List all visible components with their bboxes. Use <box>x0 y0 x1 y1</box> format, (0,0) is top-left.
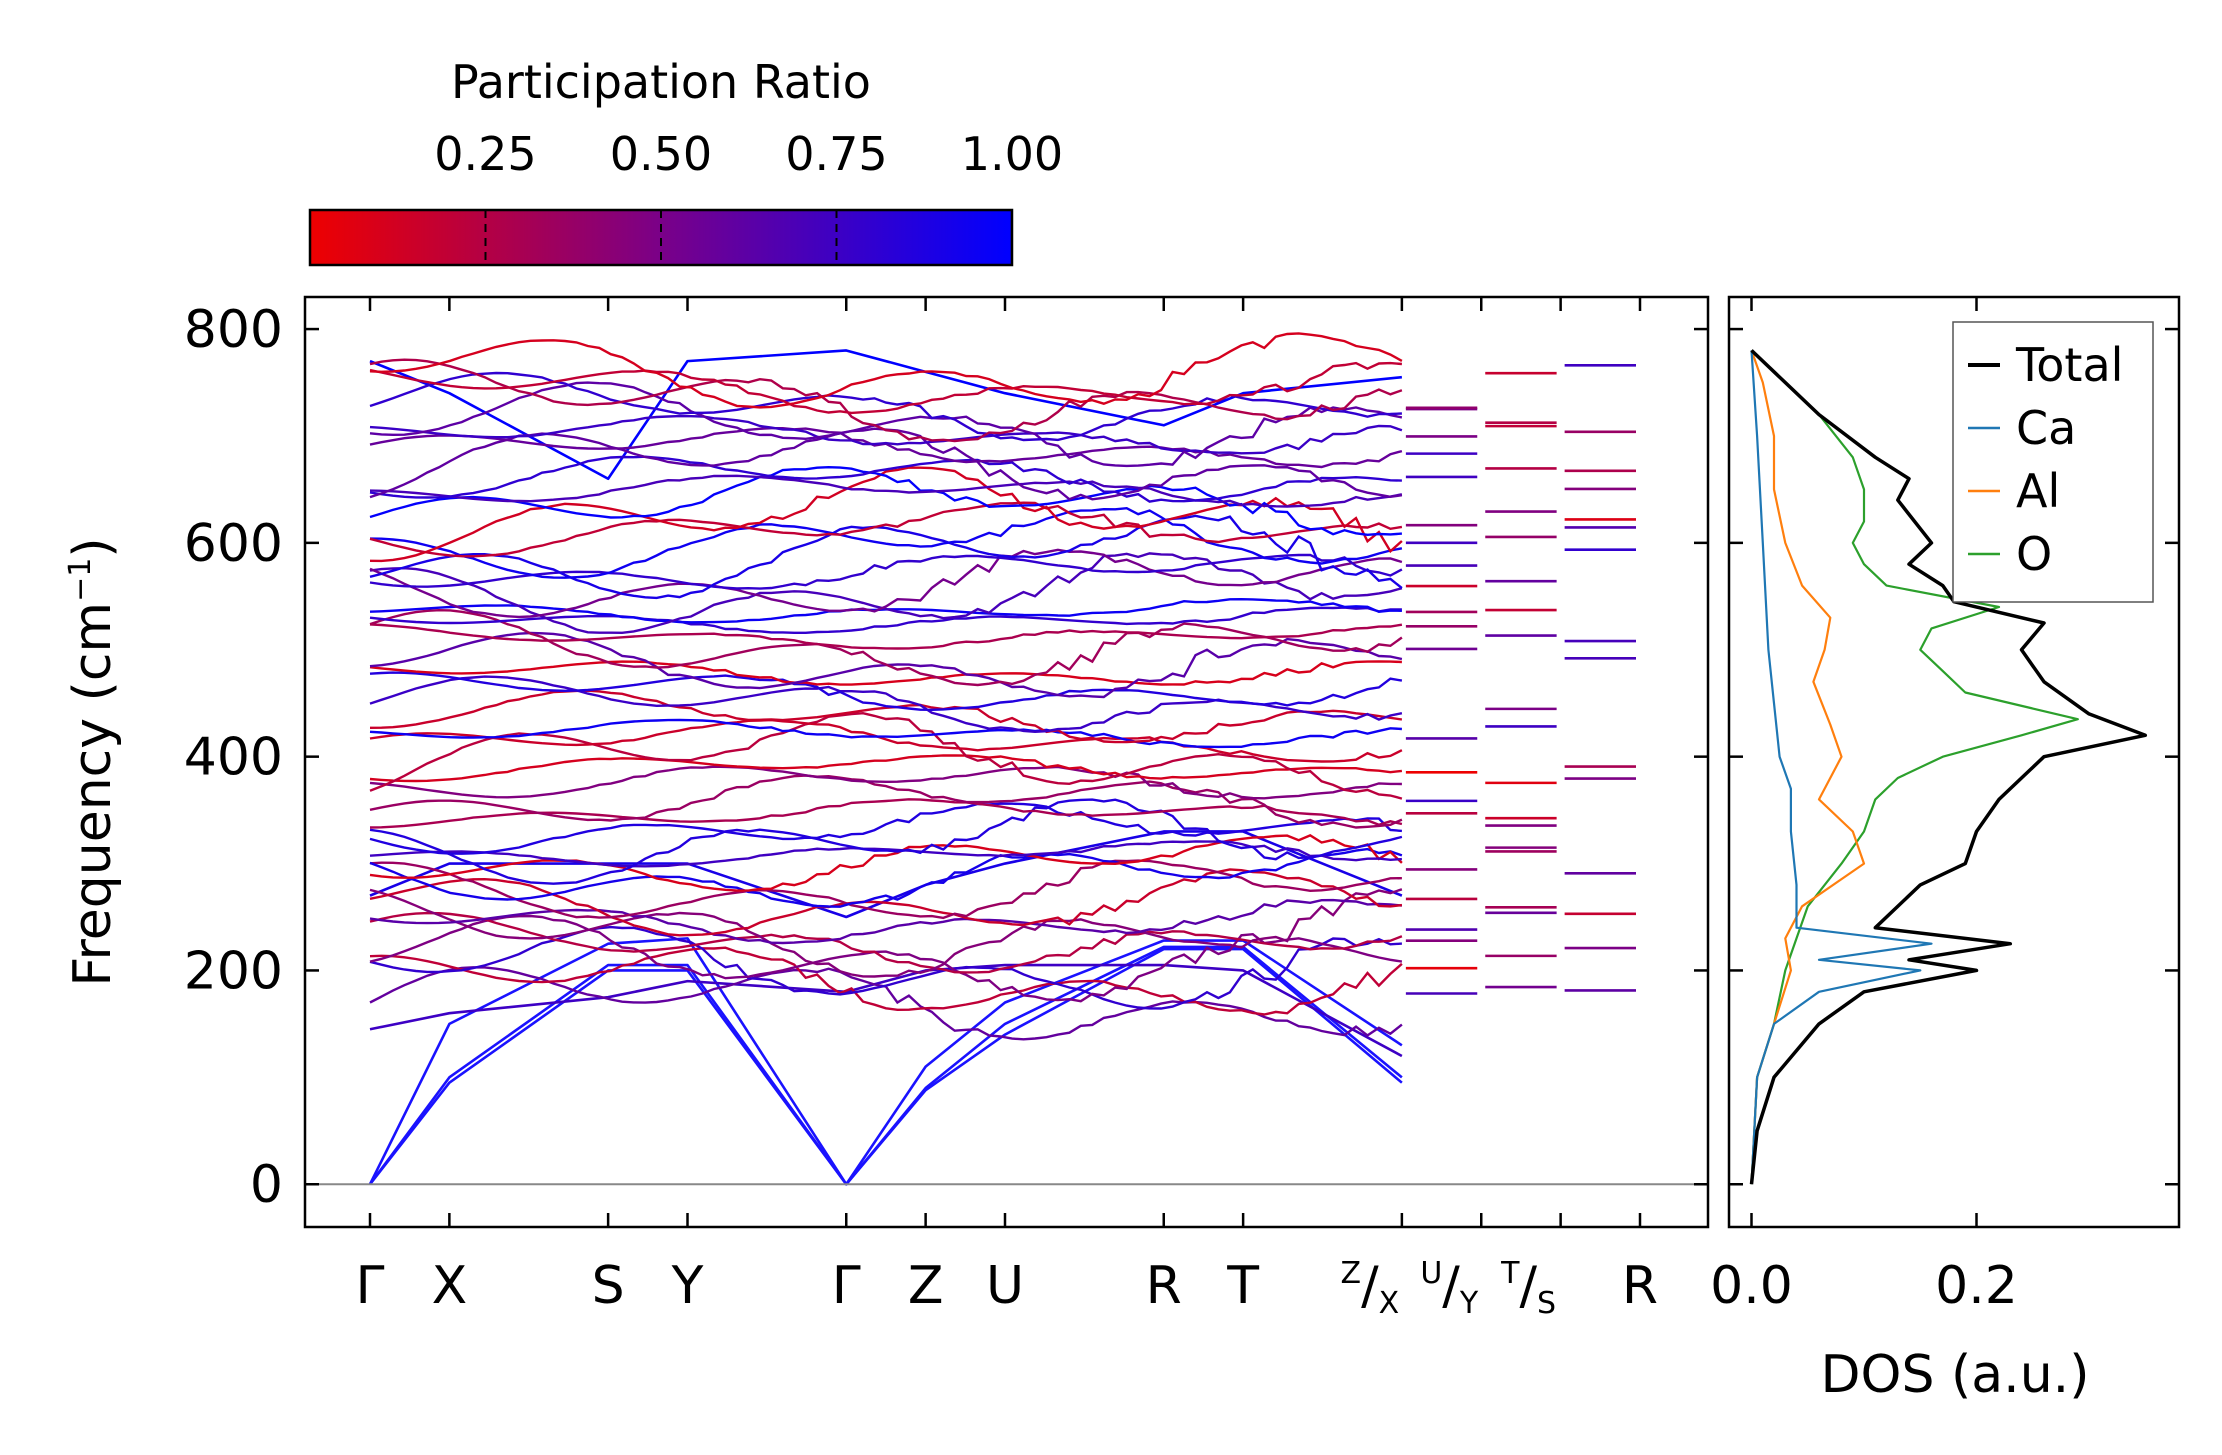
x-tick-label: Γ <box>832 1256 861 1316</box>
legend-frame <box>1952 321 2154 603</box>
optical-band <box>369 358 1403 443</box>
x-tick-label: T/S <box>1500 1256 1556 1321</box>
dos-series-total <box>1749 349 2148 1185</box>
legend-label: Ca <box>2016 401 2076 455</box>
band-opt-high <box>369 349 1403 481</box>
optical-band <box>369 552 1403 635</box>
dos-axes-ticks: 0.0 0.2 <box>1710 297 2179 1316</box>
optical-band <box>369 514 1403 600</box>
optical-band <box>369 914 1403 1003</box>
dos-x-axis-title: DOS (a.u.) <box>1821 1345 2090 1405</box>
optical-band <box>369 689 1403 744</box>
band-x-axis: Γ X S Y Γ Z U R T Z/XU/YT/S R <box>356 297 1658 1321</box>
band-y-axis: 0 200 400 600 800 <box>184 300 1708 1215</box>
optical-band <box>369 946 1403 1016</box>
legend-label: Total <box>2015 338 2123 392</box>
x-tick-label: X <box>432 1256 468 1316</box>
optical-band <box>369 798 1403 885</box>
optical-band <box>369 506 1403 579</box>
x-tick-label: Y <box>671 1256 704 1316</box>
optical-band <box>369 925 1402 1010</box>
x-tick-label: Z <box>908 1256 944 1316</box>
optical-band <box>369 898 1403 945</box>
optical-band <box>369 868 1403 937</box>
optical-band <box>369 501 1403 558</box>
x-tick-label: U <box>986 1256 1024 1316</box>
colorbar-tick-label: 0.50 <box>610 127 712 181</box>
colorbar-tick-label: 1.00 <box>961 127 1063 181</box>
optical-band <box>369 455 1402 503</box>
dos-plot-frame <box>1727 295 2181 1229</box>
y-tick-label: 400 <box>184 728 283 788</box>
dos-lines <box>1749 349 2148 1185</box>
x-tick-label: R <box>1622 1256 1658 1316</box>
optical-band <box>369 911 1403 974</box>
optical-band <box>369 332 1403 409</box>
x-tick-label: Z/X <box>1341 1256 1400 1321</box>
x-tick-label: T <box>1226 1256 1259 1316</box>
y-axis-title: Frequency (cm−1) <box>63 537 123 986</box>
colorbar-tick-label: 0.75 <box>785 127 887 181</box>
x-tick-label: S <box>592 1256 625 1316</box>
optical-band <box>369 414 1403 455</box>
optical-band <box>369 427 1403 501</box>
legend-label: O <box>2016 527 2052 581</box>
dos-series-ca <box>1750 350 1933 1185</box>
optical-band <box>369 774 1403 829</box>
band-acoustic-2 <box>368 945 1403 1186</box>
colorbar: Participation Ratio 0.25 0.50 0.75 1.00 <box>308 55 1063 267</box>
optical-band <box>369 548 1403 619</box>
optical-band <box>369 608 1403 687</box>
optical-band <box>369 671 1403 712</box>
band-opt-low <box>369 963 1403 1058</box>
optical-band <box>369 718 1403 763</box>
colorbar-tick-label: 0.25 <box>434 127 536 181</box>
optical-band <box>369 802 1402 855</box>
optical-band <box>369 765 1402 800</box>
optical-band <box>369 754 1403 783</box>
optical-band <box>369 711 1403 800</box>
optical-band <box>369 718 1402 749</box>
optical-band <box>369 888 1403 978</box>
y-tick-label: 600 <box>184 514 283 574</box>
optical-band <box>369 847 1403 908</box>
optical-band <box>369 623 1403 650</box>
optical-band <box>369 466 1403 563</box>
x-tick-label: U/Y <box>1420 1256 1479 1321</box>
optical-band <box>369 474 1403 508</box>
y-tick-label: 800 <box>184 300 283 360</box>
optical-band <box>369 660 1402 686</box>
colorbar-title: Participation Ratio <box>451 55 871 109</box>
x-tick-label: Γ <box>356 1256 385 1316</box>
colorbar-ticks: 0.25 0.50 0.75 1.00 <box>434 127 1063 265</box>
optical-band <box>369 553 1403 590</box>
dos-legend: Total Ca Al O <box>1952 321 2154 603</box>
legend-label: Al <box>2016 464 2060 518</box>
band-opt-mid <box>369 830 1403 919</box>
optical-band <box>369 606 1402 634</box>
optical-band <box>369 361 1402 415</box>
band-acoustic-3 <box>368 937 1403 1186</box>
band-plot-frame <box>303 295 1710 1229</box>
optical-band <box>369 381 1403 468</box>
dos-series-al <box>1750 350 1866 1185</box>
y-tick-label: 0 <box>250 1155 283 1215</box>
optical-band <box>369 465 1402 537</box>
legend-items: Total Ca Al O <box>1968 338 2123 581</box>
optical-band <box>369 859 1402 920</box>
dos-plot: 0.0 0.2 DOS (a.u.) Total Ca Al O <box>1710 295 2181 1405</box>
band-lines <box>368 332 1636 1186</box>
band-acoustic-1 <box>368 947 1403 1186</box>
dos-x-tick-label: 0.0 <box>1710 1256 1793 1316</box>
y-tick-label: 200 <box>184 941 283 1001</box>
optical-band <box>369 834 1403 892</box>
x-tick-label: R <box>1146 1256 1182 1316</box>
dos-x-tick-label: 0.2 <box>1935 1256 2018 1316</box>
